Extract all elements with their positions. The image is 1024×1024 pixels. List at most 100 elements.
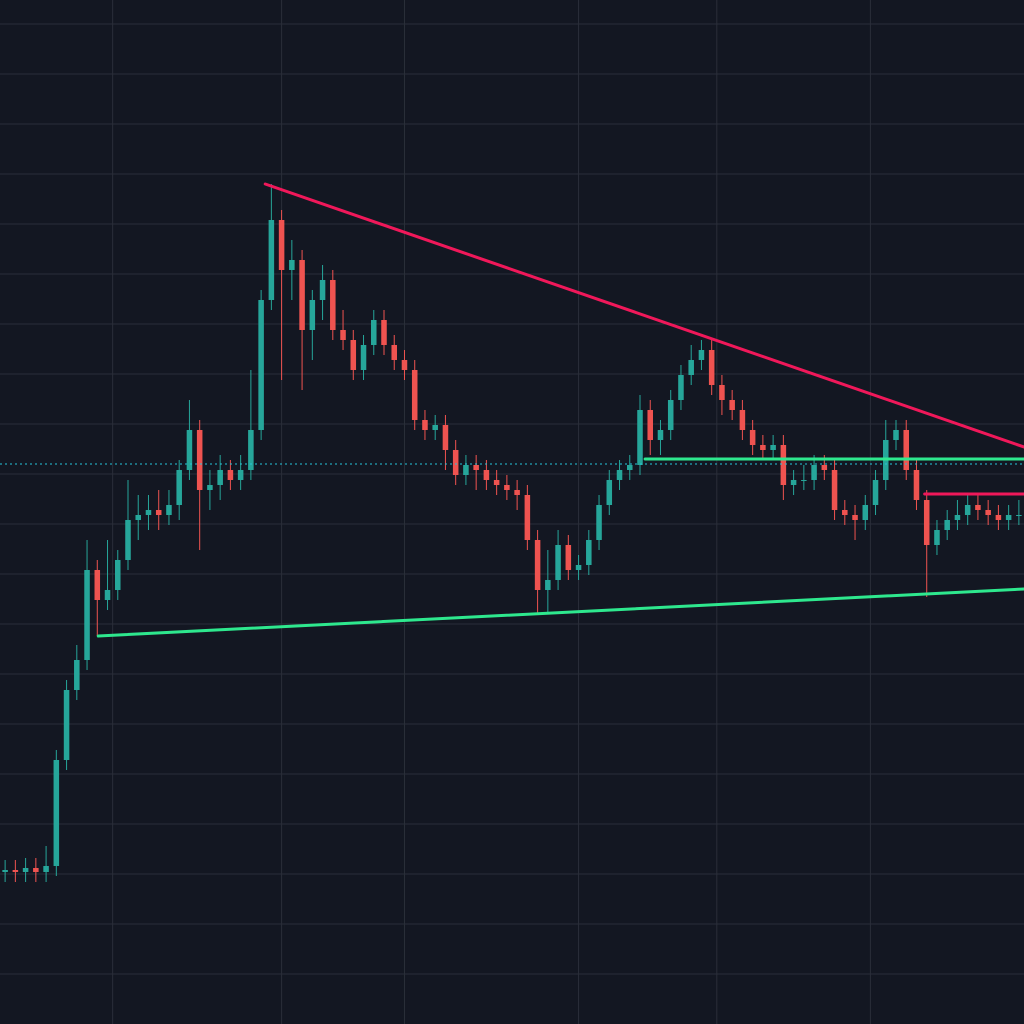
candle-body: [186, 430, 193, 470]
trend-line: [96, 587, 1024, 638]
candle-body: [330, 280, 336, 330]
candle-body: [196, 430, 203, 490]
candle-body: [278, 220, 285, 270]
candle-body: [667, 400, 674, 430]
candle-body: [575, 565, 582, 570]
candle-body: [483, 470, 490, 480]
candle-body: [790, 480, 797, 485]
candle-body: [258, 300, 264, 430]
candle-body: [719, 385, 725, 400]
candle-body: [145, 510, 152, 515]
candle-body: [770, 445, 776, 450]
candle-body: [370, 320, 377, 345]
candle-body: [565, 545, 572, 570]
candle-body: [104, 590, 111, 600]
candle-body: [391, 345, 398, 360]
candle-body: [934, 530, 940, 545]
candle-body: [84, 570, 90, 660]
candle-body: [401, 360, 408, 370]
candle-body: [995, 515, 1002, 520]
candle-body: [555, 545, 561, 580]
candle-body: [852, 515, 858, 520]
candle-body: [463, 465, 469, 475]
candle-body: [94, 570, 101, 600]
candle-body: [268, 220, 275, 300]
candle-body: [954, 515, 961, 520]
candle-body: [135, 515, 142, 520]
candle-body: [545, 580, 551, 590]
candle-body: [12, 870, 19, 872]
candle-body: [504, 485, 510, 490]
candle-body: [422, 420, 428, 430]
candle-body: [309, 300, 316, 330]
candle-body: [893, 430, 899, 440]
candle-body: [155, 510, 162, 515]
candle-body: [637, 410, 643, 465]
candle-body: [1005, 515, 1012, 520]
candle-body: [964, 505, 971, 515]
candle-body: [923, 500, 930, 545]
candle-body: [452, 450, 459, 475]
candle-body: [114, 560, 121, 590]
candle-body: [760, 445, 766, 450]
candle-body: [442, 425, 449, 450]
candle-body: [821, 465, 828, 470]
candle-body: [217, 470, 223, 485]
candle-body: [432, 425, 438, 430]
candle-body: [647, 410, 654, 440]
candle-body: [698, 350, 705, 360]
candle-body: [626, 465, 633, 470]
candle-body: [166, 505, 172, 515]
candle-body: [289, 260, 295, 270]
candle-body: [1016, 515, 1022, 516]
candle-body: [749, 430, 756, 445]
candle-body: [606, 480, 613, 505]
candle-body: [53, 760, 60, 866]
candle-body: [22, 868, 29, 872]
candle-body: [74, 660, 80, 690]
candle-body: [872, 480, 879, 505]
candle-body: [524, 495, 531, 540]
candle-body: [985, 510, 991, 515]
candle-body: [975, 505, 981, 510]
candle-body: [63, 690, 70, 760]
candle-body: [657, 430, 664, 440]
candle-body: [586, 540, 592, 565]
candle-body: [596, 505, 602, 540]
candle-body: [534, 540, 541, 590]
candle-body: [913, 470, 920, 500]
candle-body: [842, 510, 848, 515]
candle-body: [299, 260, 305, 330]
candle-body: [688, 360, 694, 375]
candle-body: [616, 470, 623, 480]
candle-body: [903, 430, 910, 470]
candle-body: [2, 870, 8, 872]
candle-body: [176, 470, 182, 505]
candle-body: [862, 505, 869, 520]
candle-body: [780, 445, 787, 485]
candle-body: [831, 470, 838, 510]
candle-body: [340, 330, 346, 340]
trend-line: [263, 182, 1024, 449]
candle-body: [248, 430, 254, 470]
candle-body: [319, 280, 326, 300]
candle-body: [125, 520, 131, 560]
candle-body: [739, 410, 746, 430]
candle-body: [227, 470, 234, 480]
candle-body: [678, 375, 684, 400]
candle-body: [708, 350, 715, 385]
candle-body: [493, 480, 500, 485]
candle-body: [514, 490, 520, 495]
candle-body: [237, 470, 244, 480]
candle-body: [43, 866, 49, 872]
candle-body: [33, 868, 39, 872]
candle-body: [381, 320, 387, 345]
candle-body: [411, 370, 418, 420]
candle-body: [360, 345, 367, 370]
candle-body: [473, 465, 479, 470]
candle-body: [350, 340, 357, 370]
candle-body: [944, 520, 950, 530]
candle-body: [207, 485, 213, 490]
